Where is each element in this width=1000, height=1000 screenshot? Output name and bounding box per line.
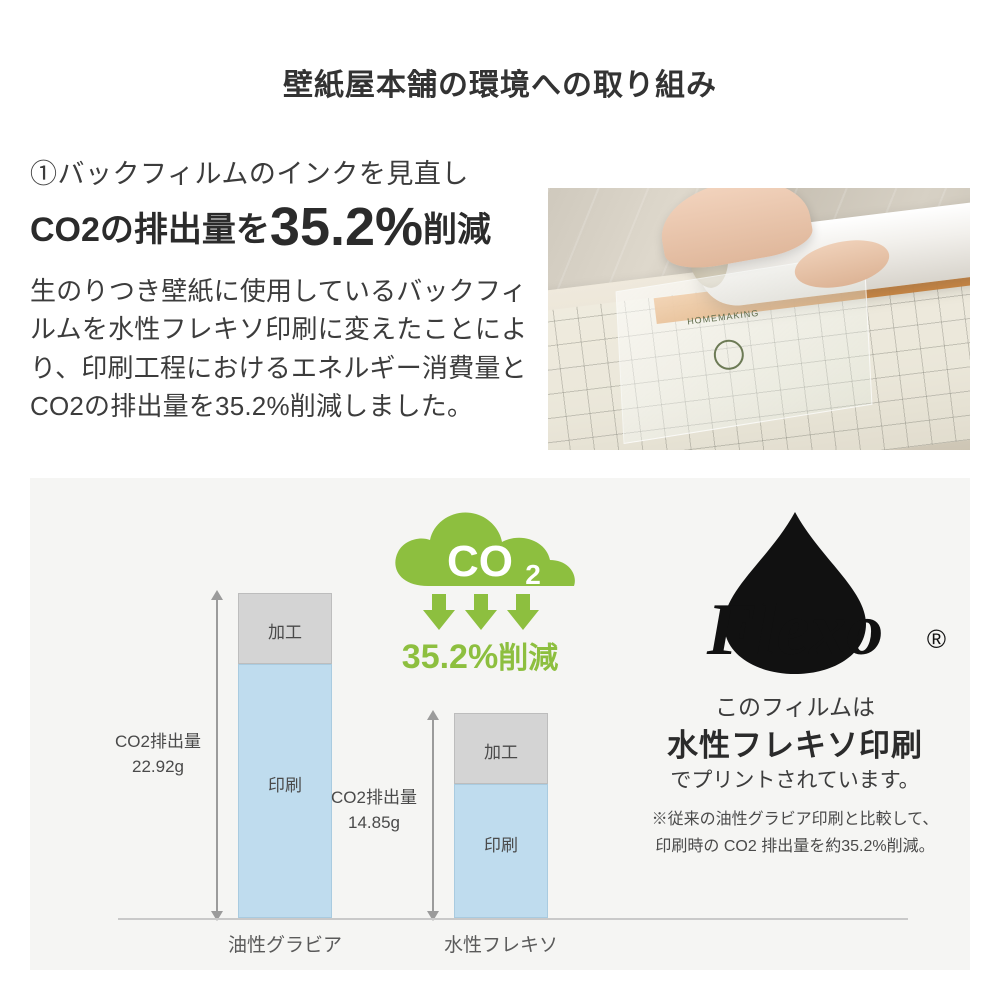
svg-text:Flexo: Flexo: [706, 589, 884, 671]
co2-cloud-graphic: CO 2: [370, 498, 590, 678]
flexo-note-line2: 印刷時の CO2 排出量を約35.2%削減。: [655, 838, 935, 856]
intro-lead: ①バックフィルムのインクを見直し: [30, 159, 469, 189]
bar-segment-process-flexo: 加工: [454, 713, 548, 784]
axis-caption-gravure: CO2排出量 22.92g: [108, 730, 208, 779]
axis-caption-flexo-line1: CO2排出量: [331, 788, 417, 807]
bar-segment-print-gravure: 印刷: [238, 664, 332, 918]
axis-arrow-flexo: [427, 710, 439, 921]
headline-prefix: CO2の排出量を: [30, 211, 270, 249]
co2-bar-chart: 加工 印刷 CO2排出量 22.92g 油性グラビア 加工 印刷: [30, 478, 908, 970]
bar-segment-print-flexo: 印刷: [454, 784, 548, 918]
reduction-annotation: 35.2%削減: [360, 633, 600, 677]
axis-caption-gravure-line1: CO2排出量: [115, 732, 201, 751]
flexo-block: Flexo ® このフィルムは 水性フレキソ印刷 でプリントされています。 ※従…: [620, 506, 970, 926]
category-label-flexo: 水性フレキソ: [443, 935, 558, 956]
registered-trademark-icon: ®: [926, 624, 946, 654]
flexo-line2: 水性フレキソ印刷: [667, 728, 923, 763]
intro-headline: CO2の排出量を35.2%削減: [30, 200, 570, 254]
svg-text:2: 2: [525, 559, 541, 590]
bar-oil-gravure: 加工 印刷: [238, 593, 332, 918]
reduction-value: 35.2%: [401, 638, 499, 676]
headline-suffix: 削減: [423, 211, 492, 249]
axis-caption-gravure-line2: 22.92g: [132, 756, 184, 776]
reduction-suffix: 削減: [498, 642, 559, 675]
ink-drop-icon: Flexo: [706, 512, 884, 674]
flexo-note-line1: ※従来の油性グラビア印刷と比較して、: [651, 811, 939, 828]
bar-segment-process-flexo-label: 加工: [484, 743, 518, 762]
flexo-line1: このフィルムは: [714, 694, 876, 720]
axis-arrow-gravure: [211, 590, 223, 921]
bar-segment-print-gravure-label: 印刷: [268, 776, 302, 795]
page-title: 壁紙屋本舗の環境への取り組み: [283, 69, 717, 102]
axis-caption-flexo-line2: 14.85g: [348, 812, 400, 832]
flexo-line3: でプリントされています。: [670, 769, 920, 792]
wallpaper-roll-photo: HOMEMAKING: [548, 188, 970, 450]
headline-value: 35.2%: [269, 197, 424, 257]
bar-segment-process-gravure-label: 加工: [268, 623, 302, 642]
flexo-logo: Flexo: [620, 506, 970, 676]
chart-baseline: [118, 918, 908, 920]
category-label-gravure: 油性グラビア: [227, 935, 342, 956]
comparison-panel: 加工 印刷 CO2排出量 22.92g 油性グラビア 加工 印刷: [30, 478, 970, 970]
flexo-note: ※従来の油性グラビア印刷と比較して、 印刷時の CO2 排出量を約35.2%削減…: [620, 806, 970, 860]
axis-caption-flexo: CO2排出量 14.85g: [324, 786, 424, 835]
svg-text:CO: CO: [447, 537, 513, 586]
bar-segment-print-flexo-label: 印刷: [484, 836, 518, 855]
bar-segment-process-gravure: 加工: [238, 593, 332, 664]
intro-body: 生のりつき壁紙に使用しているバックフィルムを水性フレキソ印刷に変えたことにより、…: [30, 276, 528, 422]
bar-water-flexo: 加工 印刷: [454, 713, 548, 918]
co2-cloud-icon: CO 2: [395, 512, 575, 630]
